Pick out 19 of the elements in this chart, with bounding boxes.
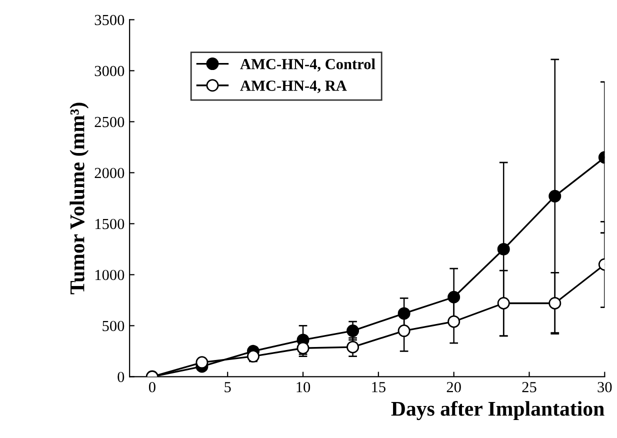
y-tick-label: 2500	[94, 116, 124, 128]
y-tick-label: 500	[102, 320, 124, 332]
y-tick-label: 1500	[95, 218, 124, 230]
x-tick-label: 0	[148, 382, 156, 392]
y-tick-label: 1000	[95, 270, 124, 280]
x-tick-label: 20	[446, 382, 461, 392]
y-tick-label: 3000	[94, 66, 124, 76]
x-tick-label: 25	[522, 382, 536, 392]
x-tick-label: 10	[296, 382, 310, 392]
legend-label: AMC-HN-4, RA	[240, 80, 347, 94]
x-tick-label: 5	[224, 382, 231, 392]
x-tick-label: 30	[598, 382, 612, 392]
x-axis-title: Days after Implantation	[391, 400, 604, 420]
y-tick-label: 3500	[94, 14, 124, 26]
legend-label: AMC-HN-4, Control	[240, 58, 376, 72]
y-tick-label: 0	[118, 372, 124, 382]
y-axis-title: Tumor Volume (mm³)	[70, 102, 89, 294]
x-tick-label: 15	[372, 382, 386, 392]
y-tick-label: 2000	[94, 168, 124, 178]
